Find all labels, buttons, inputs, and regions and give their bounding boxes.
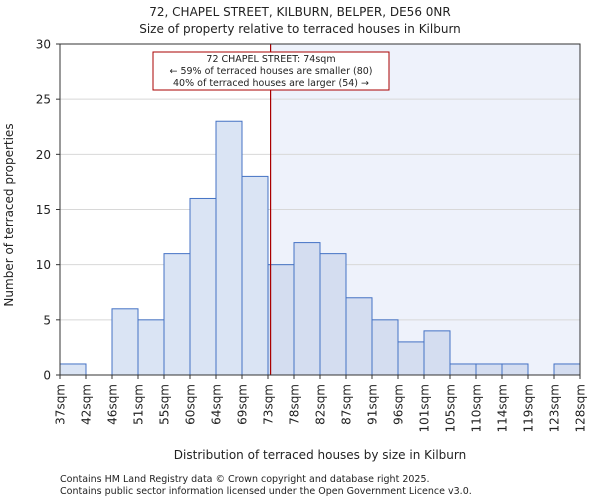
footer-line-2: Contains public sector information licen… [60,486,472,497]
x-tick-label: 69sqm [236,384,250,425]
chart-title: 72, CHAPEL STREET, KILBURN, BELPER, DE56… [149,5,450,19]
histogram-bar [189,197,217,376]
annotation-frame [152,51,390,91]
x-axis-ticks: 37sqm 42sqm 46sqm 51sqm 55sqm 60sqm 64sqm 69sqm… [54,375,588,432]
y-tick-label: 25 [36,93,51,107]
x-tick-label: 51sqm [132,384,146,425]
histogram-bar [215,120,243,376]
x-tick-label: 91sqm [366,384,380,425]
annotation-line-1: 72 CHAPEL STREET: 74sqm [206,54,335,65]
histogram-bar [449,363,477,376]
histogram-bar [345,297,373,376]
x-tick-label: 73sqm [262,384,276,425]
x-tick-label: 78sqm [288,384,302,425]
histogram-bar [267,264,295,376]
x-tick-label: 55sqm [158,384,172,425]
x-tick-label: 37sqm [54,384,68,425]
histogram-bar [475,363,503,376]
histogram-bar [553,363,581,376]
annotation-box: 72 CHAPEL STREET: 74sqm ← 59% of terrace… [152,51,390,91]
y-axis-ticks: 0 5 10 15 20 25 30 [36,38,60,383]
x-tick-label: 64sqm [210,384,224,425]
x-tick-label: 96sqm [392,384,406,425]
chart-subtitle: Size of property relative to terraced ho… [139,22,461,36]
histogram-bar [423,330,451,376]
y-tick-label: 10 [36,258,51,272]
x-tick-label: 123sqm [548,384,562,432]
annotation-line-2: ← 59% of terraced houses are smaller (80… [169,66,372,77]
footer-line-1: Contains HM Land Registry data © Crown c… [60,474,430,485]
histogram-bar [501,363,529,376]
bars-group [59,120,581,376]
x-tick-label: 128sqm [574,384,588,432]
y-tick-label: 0 [43,369,51,383]
plot-frame [59,43,581,376]
histogram-bar [371,319,399,376]
histogram-bar [241,175,269,376]
x-axis-label: Distribution of terraced houses by size … [174,448,466,462]
histogram-bar [163,253,191,376]
histogram-bar [319,253,347,376]
x-tick-label: 110sqm [470,384,484,432]
x-tick-label: 42sqm [80,384,94,425]
annotation-line-3: 40% of terraced houses are larger (54) → [173,78,369,89]
y-tick-label: 5 [43,313,51,327]
x-tick-label: 105sqm [444,384,458,432]
histogram-bar [59,363,87,376]
histogram-bar [293,242,321,376]
x-tick-label: 46sqm [106,384,120,425]
y-tick-label: 15 [36,203,51,217]
x-tick-label: 114sqm [496,384,510,432]
x-tick-label: 87sqm [340,384,354,425]
x-tick-label: 82sqm [314,384,328,425]
x-tick-label: 119sqm [522,384,536,432]
histogram-bar [137,319,165,376]
histogram-bar [111,308,139,376]
histogram-bar [397,341,425,376]
x-tick-label: 101sqm [418,384,432,432]
y-axis-label: Number of terraced properties [2,123,16,306]
y-tick-label: 20 [36,148,51,162]
x-tick-label: 60sqm [184,384,198,425]
y-tick-label: 30 [36,38,51,52]
